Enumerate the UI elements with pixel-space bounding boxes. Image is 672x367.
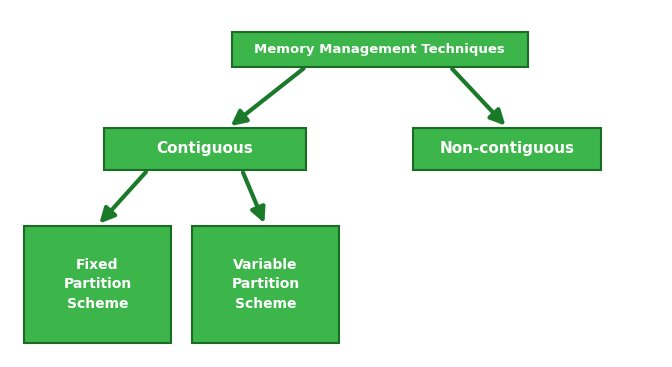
FancyBboxPatch shape	[104, 128, 306, 170]
Text: Non-contiguous: Non-contiguous	[440, 141, 575, 156]
FancyBboxPatch shape	[232, 32, 528, 67]
Text: Variable
Partition
Scheme: Variable Partition Scheme	[231, 258, 300, 311]
FancyBboxPatch shape	[24, 226, 171, 343]
FancyBboxPatch shape	[192, 226, 339, 343]
Text: Memory Management Techniques: Memory Management Techniques	[254, 43, 505, 56]
Text: Fixed
Partition
Scheme: Fixed Partition Scheme	[63, 258, 132, 311]
FancyBboxPatch shape	[413, 128, 601, 170]
Text: Contiguous: Contiguous	[157, 141, 253, 156]
